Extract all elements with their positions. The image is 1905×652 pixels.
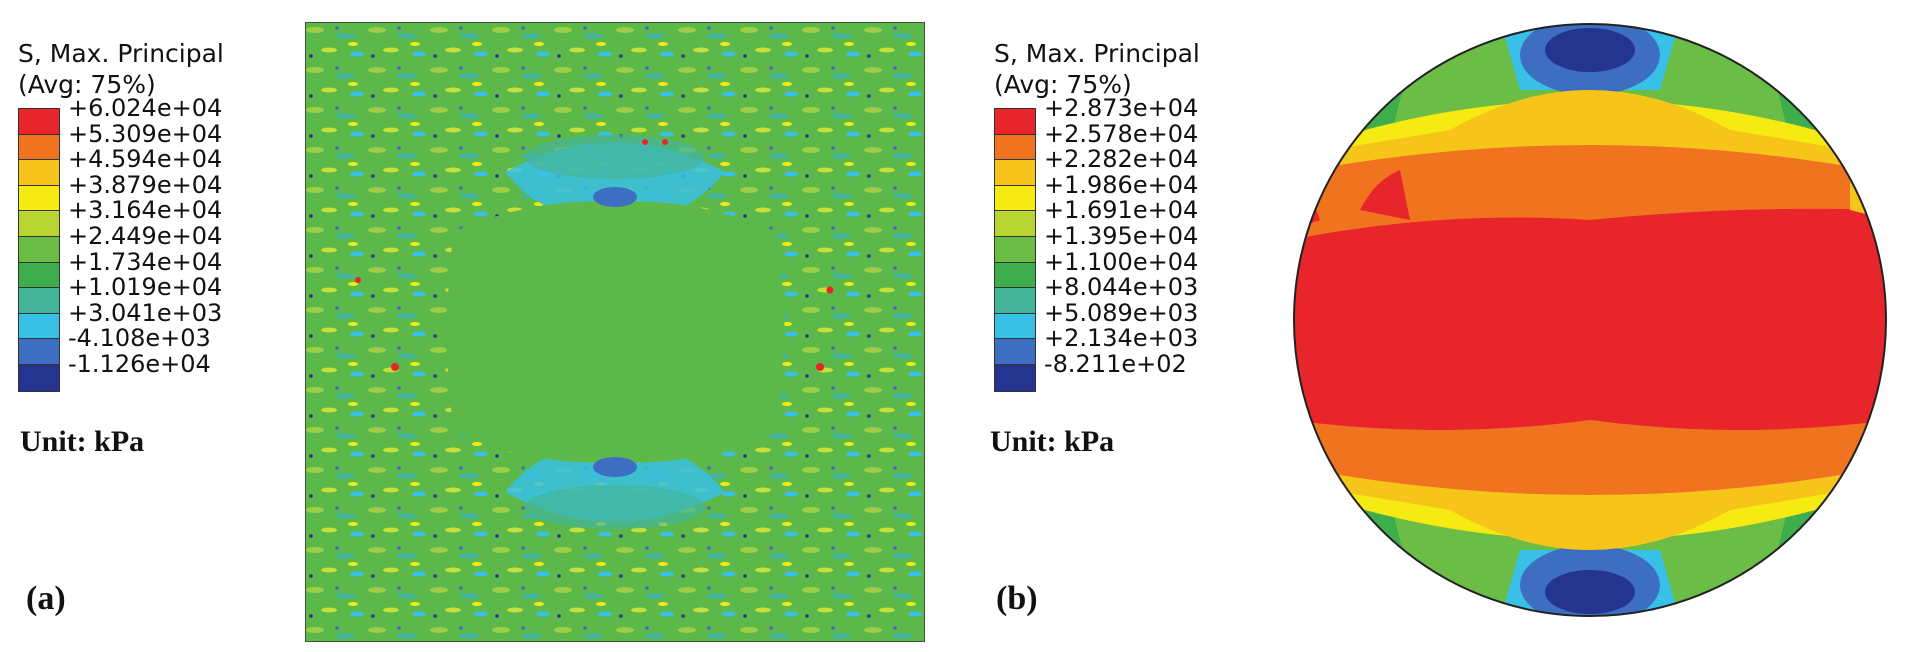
color-swatch (995, 288, 1035, 314)
color-swatch (19, 134, 59, 161)
color-swatch (995, 109, 1035, 135)
stress-contour-plot-a (305, 22, 925, 642)
level-label: +1.100e+04 (1044, 247, 1199, 276)
level-label: +4.594e+04 (68, 145, 223, 174)
level-label: +3.879e+04 (68, 170, 223, 199)
panel-label-b: (b) (996, 580, 1038, 617)
color-swatch (19, 109, 59, 135)
colorbar-swatches-a (18, 108, 60, 392)
colorbar-swatches-b (994, 108, 1036, 392)
level-label: +6.024e+04 (68, 94, 223, 122)
level-label: +2.449e+04 (68, 221, 223, 250)
level-label: +2.134e+03 (1044, 324, 1199, 353)
legend-title-a: S, Max. Principal (18, 39, 224, 68)
level-label: +3.164e+04 (68, 196, 223, 225)
level-label: -4.108e+03 (68, 324, 211, 353)
color-swatch (995, 339, 1035, 365)
colorbar-labels-b: +2.873e+04 +2.578e+04 +2.282e+04 +1.986e… (1044, 94, 1199, 378)
colorbar-labels-a: +6.024e+04 +5.309e+04 +4.594e+04 +3.879e… (68, 94, 223, 378)
color-swatch (995, 262, 1035, 289)
level-label: +1.395e+04 (1044, 221, 1199, 250)
stress-contour-plot-b (1293, 23, 1887, 617)
level-label: +3.041e+03 (68, 298, 223, 327)
level-label: -1.126e+04 (68, 349, 211, 378)
legend-title-b: S, Max. Principal (994, 39, 1200, 68)
color-swatch (19, 185, 59, 212)
color-swatch (995, 313, 1035, 340)
color-swatch (19, 364, 59, 391)
level-label: +5.309e+04 (68, 119, 223, 148)
unit-label-b: Unit: kPa (990, 425, 1115, 458)
color-swatch (995, 160, 1035, 186)
panel-a: S, Max. Principal (Avg: 75%) +6.024e+04 … (18, 22, 925, 642)
color-swatch (995, 236, 1035, 263)
level-label: +1.691e+04 (1044, 196, 1199, 225)
panel-label-a: (a) (26, 580, 66, 617)
color-swatch (19, 236, 59, 263)
level-label: +2.282e+04 (1044, 145, 1199, 174)
level-label: +5.089e+03 (1044, 298, 1199, 327)
color-swatch (19, 313, 59, 340)
level-label: +1.986e+04 (1044, 170, 1199, 199)
level-label: +2.578e+04 (1044, 119, 1199, 148)
color-swatch (19, 288, 59, 314)
color-swatch (19, 160, 59, 186)
color-swatch (995, 364, 1035, 391)
legend-a: S, Max. Principal (Avg: 75%) +6.024e+04 … (18, 38, 224, 392)
panel-b: S, Max. Principal (Avg: 75%) +2.873e+04 … (960, 0, 1905, 652)
legend-subtitle-a: (Avg: 75%) (18, 70, 156, 99)
color-swatch (19, 262, 59, 289)
level-label: +2.873e+04 (1044, 94, 1199, 122)
color-swatch (995, 185, 1035, 212)
unit-label-a: Unit: kPa (20, 425, 145, 458)
color-swatch (995, 211, 1035, 237)
color-swatch (19, 211, 59, 237)
level-label: -8.211e+02 (1044, 349, 1187, 378)
color-swatch (995, 134, 1035, 161)
level-label: +1.734e+04 (68, 247, 223, 276)
legend-subtitle-b: (Avg: 75%) (994, 70, 1132, 99)
color-swatch (19, 339, 59, 365)
level-label: +8.044e+03 (1044, 273, 1199, 302)
level-label: +1.019e+04 (68, 273, 223, 302)
legend-b: S, Max. Principal (Avg: 75%) +2.873e+04 … (994, 38, 1200, 392)
